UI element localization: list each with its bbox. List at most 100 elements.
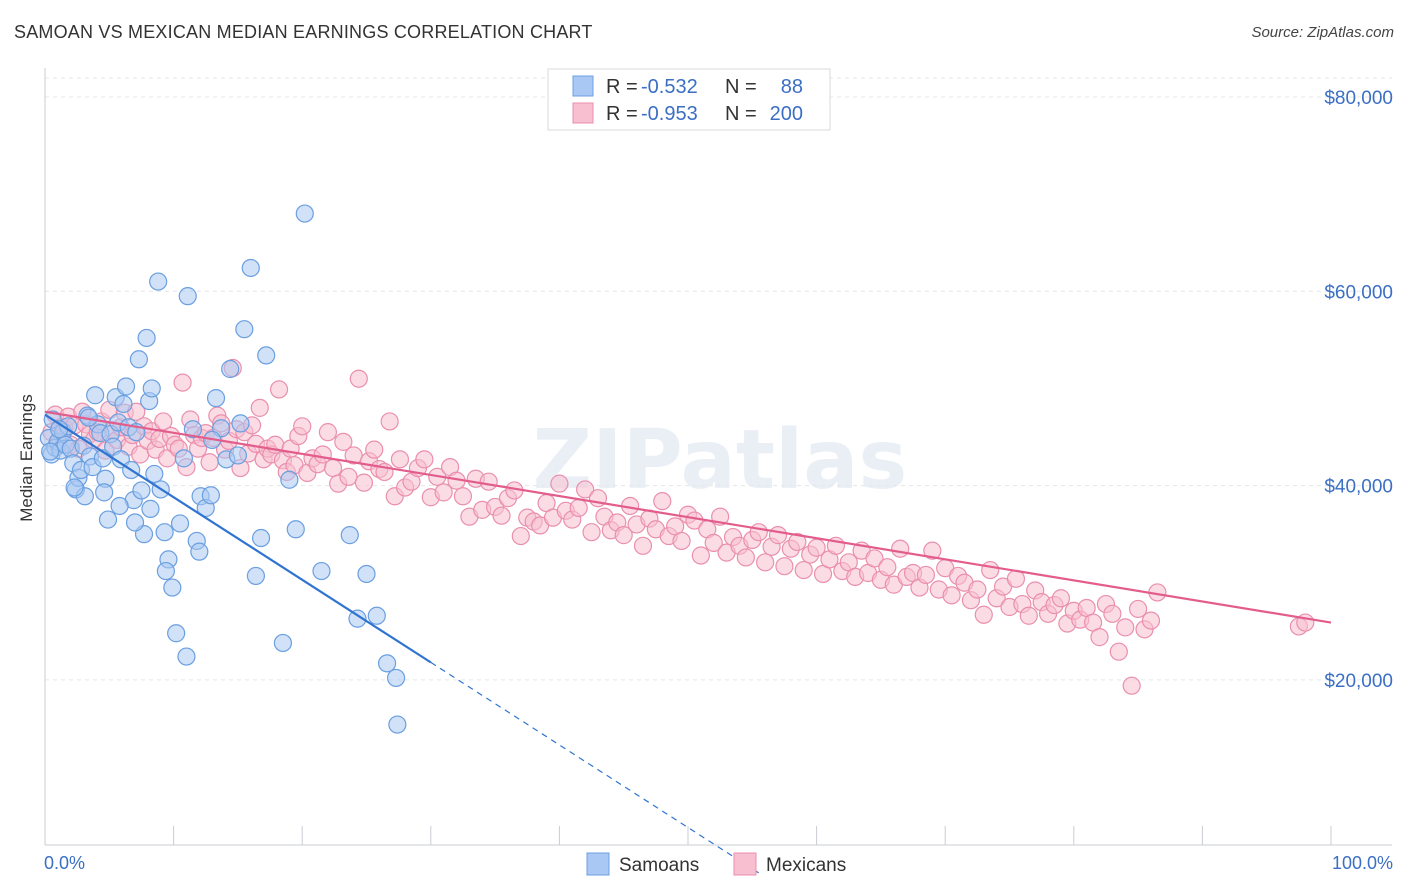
bottom-legend-label-mexicans: Mexicans [766, 855, 846, 876]
legend-r-label-samoans: R = [606, 76, 638, 98]
mexicans-point [775, 557, 794, 576]
mexicans-point [891, 539, 910, 558]
samoans-point [201, 486, 220, 505]
mexicans-point [479, 472, 498, 491]
samoans-point [183, 420, 202, 439]
mexicans-point [339, 467, 358, 486]
samoans-point [163, 578, 182, 597]
mexicans-trend-line [44, 410, 1332, 624]
bottom-legend: Samoans Mexicans [586, 852, 846, 876]
mexicans-point [614, 526, 633, 545]
samoans-point [241, 258, 260, 278]
samoans-point [174, 449, 193, 468]
mexicans-point [923, 541, 942, 560]
legend-r-value-samoans: -0.532 [641, 76, 698, 98]
samoans-point [206, 389, 226, 408]
mexicans-point [576, 480, 595, 499]
x-ticks [44, 826, 1332, 845]
bottom-legend-swatch-samoans [586, 852, 610, 876]
y-tick-label: $40,000 [1324, 477, 1393, 498]
mexicans-point [968, 580, 987, 599]
y-axis-title: Median Earnings [17, 394, 36, 522]
mexicans-point [1090, 628, 1109, 647]
mexicans-point [200, 453, 219, 472]
samoans-point [312, 561, 331, 581]
mexicans-point [974, 605, 993, 624]
mexicans-point [511, 526, 530, 546]
samoans-point [41, 442, 60, 461]
samoans-point [129, 350, 148, 369]
samoans-point [340, 526, 359, 545]
legend-swatch-mexicans [572, 102, 594, 124]
samoans-point [116, 377, 136, 396]
mexicans-point [365, 440, 384, 459]
mexicans-point [349, 369, 368, 388]
samoans-point [137, 328, 156, 348]
samoans-point [110, 496, 129, 516]
samoans-point [257, 346, 276, 365]
samoans-point [95, 483, 114, 502]
mexicans-point [768, 526, 788, 545]
samoans-point [167, 624, 186, 643]
mexicans-point [1116, 618, 1135, 637]
samoans-point [178, 287, 197, 306]
y-tick-labels: $20,000 $40,000 $60,000 $80,000 [1324, 88, 1393, 692]
mexicans-point [704, 533, 723, 552]
mexicans-point [415, 450, 434, 469]
samoans-point [156, 561, 175, 581]
samoans-point [145, 464, 164, 484]
y-tick-label: $20,000 [1324, 671, 1393, 692]
mexicans-point [453, 487, 473, 506]
samoans-point [273, 633, 293, 653]
legend-r-value-mexicans: -0.953 [641, 103, 698, 125]
samoans-point [142, 379, 161, 398]
samoans-point [231, 414, 250, 433]
samoans-point [377, 654, 397, 673]
mexicans-point [269, 380, 289, 399]
samoans-trend-extension [430, 661, 760, 874]
mexicans-point [293, 417, 312, 436]
mexicans-point [492, 506, 511, 525]
samoans-point [348, 609, 367, 628]
samoans-trend-line [44, 413, 432, 664]
samoans-point [155, 523, 174, 542]
mexicans-point [633, 536, 653, 555]
samoans-point [280, 470, 299, 489]
mexicans-point [582, 523, 601, 542]
mexicans-point [736, 548, 755, 567]
bottom-legend-label-samoans: Samoans [619, 855, 699, 876]
samoans-point [125, 513, 145, 532]
mexicans-point [981, 560, 1000, 580]
legend-n-value-mexicans: 200 [770, 103, 803, 125]
y-tick-label: $80,000 [1324, 88, 1393, 109]
samoans-point [114, 394, 133, 414]
legend-box: R = -0.532 N = 88 R = -0.953 N = 200 [547, 68, 831, 131]
samoans-point [149, 272, 168, 291]
mexicans-point [794, 560, 813, 580]
mexicans-point [318, 423, 338, 442]
samoans-point [141, 499, 160, 518]
mexicans-point [1103, 604, 1122, 623]
samoans-point [235, 320, 254, 339]
samoans-point [251, 528, 271, 548]
bottom-legend-swatch-mexicans [733, 852, 757, 876]
mexicans-point [1128, 599, 1148, 619]
mexicans-point [756, 553, 775, 572]
samoans-point [286, 520, 305, 539]
source-label: Source: ZipAtlas.com [1251, 24, 1394, 41]
mexicans-point [749, 523, 768, 542]
mexicans-point [323, 458, 343, 478]
mexicans-point [154, 412, 173, 431]
mexicans-point [334, 432, 353, 451]
mexicans-point [1141, 611, 1161, 630]
mexicans-point [434, 483, 453, 502]
mexicans-point [1109, 642, 1128, 661]
legend-n-label-samoans: N = [725, 76, 757, 98]
legend-n-label-mexicans: N = [725, 103, 757, 125]
samoans-points [39, 204, 407, 734]
samoans-point [221, 359, 240, 379]
x-tick-label-min: 0.0% [44, 853, 85, 873]
chart-title: SAMOAN VS MEXICAN MEDIAN EARNINGS CORREL… [14, 22, 593, 42]
samoans-point [170, 514, 190, 533]
legend-frame [547, 68, 831, 131]
